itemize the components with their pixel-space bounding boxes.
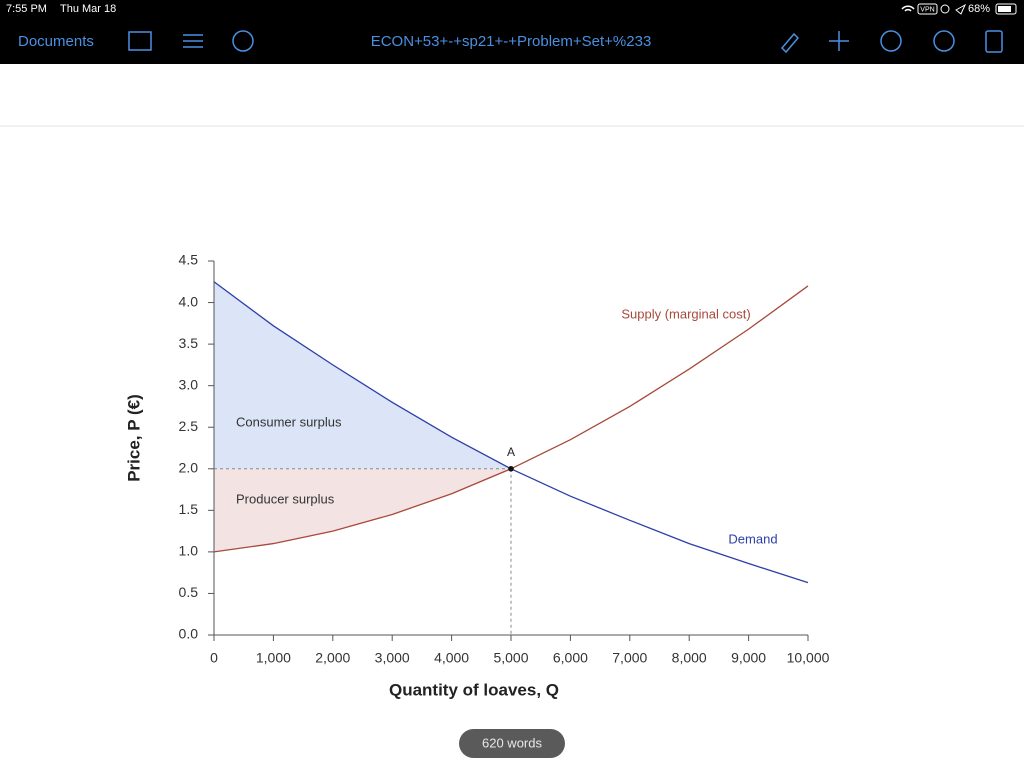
vpn-box	[917, 3, 938, 15]
reader-icon[interactable]	[985, 30, 1003, 53]
surplus-area	[214, 468, 511, 552]
status-time: 7:55 PM	[6, 3, 47, 15]
more-icon[interactable]	[933, 30, 955, 52]
format-icon[interactable]	[780, 32, 800, 54]
undo-icon[interactable]	[232, 30, 254, 52]
x-tick-label: 6,000	[553, 650, 588, 666]
x-tick-label: 8,000	[672, 650, 707, 666]
y-tick-label: 1.5	[179, 501, 199, 517]
x-tick-label: 7,000	[612, 650, 647, 666]
surplus-area	[214, 281, 511, 469]
x-tick-label: 0	[210, 650, 218, 666]
y-tick-label: 1.0	[179, 543, 199, 559]
status-date: Thu Mar 18	[60, 3, 116, 15]
chart: Consumer surplus Producer surplus 0.0 0.5 1.…	[124, 252, 829, 700]
insert-icon[interactable]	[829, 31, 849, 51]
lock-icon	[940, 4, 950, 14]
wifi-icon	[901, 5, 915, 12]
y-tick-label: 2.0	[179, 459, 199, 475]
curve-label: Supply (marginal cost)	[621, 306, 750, 321]
outline-icon[interactable]	[183, 34, 203, 48]
x-tick-label: 3,000	[375, 650, 410, 666]
word-count-pill	[459, 729, 565, 758]
x-tick-label: 9,000	[731, 650, 766, 666]
document-title: ECON+53+-+sp21+-+Problem+Set+%233	[371, 33, 652, 50]
battery-icon	[995, 3, 1017, 15]
x-axis-title: Quantity of loaves, Q	[389, 680, 559, 699]
word-count: 620 words	[482, 735, 542, 750]
surplus-label: Consumer surplus	[236, 414, 342, 429]
y-tick-label: 2.5	[179, 418, 199, 434]
surplus-label: Producer surplus	[236, 491, 335, 506]
battery-text: 68%	[968, 3, 990, 15]
y-tick-label: 0.5	[179, 584, 199, 600]
top-bar	[0, 0, 1024, 64]
y-tick-label: 0.0	[179, 626, 199, 642]
location-icon	[955, 3, 967, 15]
collaborate-icon[interactable]	[880, 30, 902, 52]
vpn-label: VPN	[920, 6, 934, 13]
x-tick-label: 2,000	[315, 650, 350, 666]
y-axis-title: Price, P (€)	[124, 394, 143, 482]
y-tick-label: 4.0	[179, 293, 199, 309]
y-tick-label: 3.5	[179, 335, 199, 351]
x-tick-label: 10,000	[787, 650, 830, 666]
y-tick-label: 4.5	[179, 252, 199, 268]
y-tick-label: 3.0	[179, 376, 199, 392]
equilibrium-point	[508, 465, 514, 472]
sidebar-icon[interactable]	[128, 31, 152, 51]
equilibrium-label: A	[507, 445, 515, 459]
battery-level	[998, 6, 1011, 12]
x-tick-label: 1,000	[256, 650, 291, 666]
x-tick-label: 5,000	[493, 650, 528, 666]
documents-button[interactable]: Documents	[18, 33, 94, 50]
x-tick-label: 4,000	[434, 650, 469, 666]
curve-label: Demand	[728, 531, 777, 546]
